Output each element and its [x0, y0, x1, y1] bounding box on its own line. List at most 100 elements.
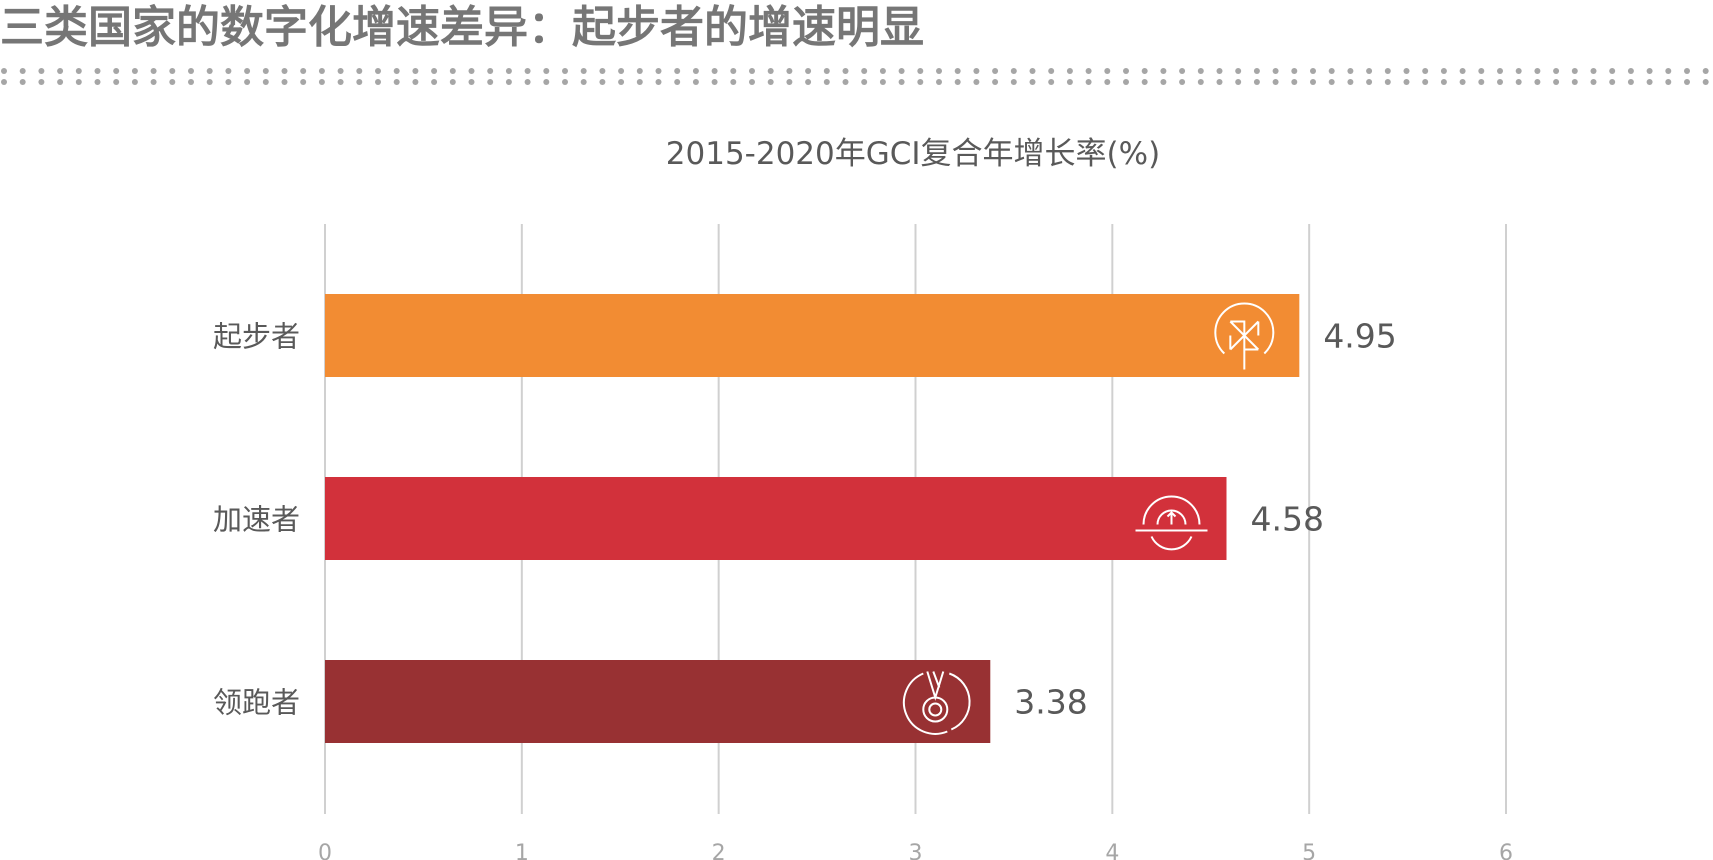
divider-dot: [954, 79, 961, 85]
divider-dot: [1665, 79, 1672, 85]
divider-dot: [580, 79, 587, 85]
divider-dot: [1085, 79, 1092, 85]
divider-dot: [1403, 79, 1410, 85]
divider-dot: [1384, 79, 1391, 85]
x-tick-label: 5: [1302, 841, 1316, 860]
divider-dot: [917, 79, 924, 85]
divider-dot: [150, 79, 157, 85]
divider-dot: [1141, 79, 1148, 85]
divider-dot: [767, 68, 774, 74]
divider-dot: [412, 79, 419, 85]
divider-dot: [1571, 68, 1578, 74]
divider-dot: [786, 79, 793, 85]
x-tick-label: 6: [1499, 841, 1513, 860]
page-title: 三类国家的数字化增速差异：起步者的增速明显: [0, 2, 924, 53]
divider-dot: [1029, 79, 1036, 85]
divider-dot: [1366, 79, 1373, 85]
divider-dot: [767, 79, 774, 85]
data-label: 4.95: [1323, 317, 1396, 356]
divider-dot: [113, 79, 120, 85]
divider-dot: [1291, 79, 1298, 85]
divider-dot: [244, 79, 251, 85]
divider-dot: [262, 68, 269, 74]
divider-dot: [468, 68, 475, 74]
divider-dot: [1571, 79, 1578, 85]
divider-dot: [1328, 68, 1335, 74]
divider-dot: [94, 68, 101, 74]
divider-dot: [1029, 68, 1036, 74]
divider-dot: [842, 68, 849, 74]
divider-dot: [1123, 79, 1129, 85]
divider-dot: [730, 68, 737, 74]
divider-dot: [1160, 79, 1167, 85]
divider-dot: [1459, 68, 1466, 74]
divider-dot: [636, 68, 643, 74]
divider-dot: [449, 68, 456, 74]
divider-dot: [674, 68, 681, 74]
divider-dot: [1684, 79, 1690, 85]
divider-dot: [19, 68, 26, 74]
divider-dot: [1347, 79, 1354, 85]
divider-dot: [244, 68, 251, 74]
divider-dot: [206, 79, 213, 85]
divider-dot: [412, 68, 419, 74]
divider-dot: [1515, 79, 1522, 85]
divider-dot: [1609, 79, 1616, 85]
divider-dot: [94, 79, 101, 85]
divider-dot: [1179, 68, 1186, 74]
category-label: 加速者: [213, 503, 300, 537]
divider-dot: [879, 68, 886, 74]
divider-dot: [1422, 79, 1429, 85]
divider-dot: [674, 79, 681, 85]
divider-dot: [431, 79, 438, 85]
divider-dot: [599, 79, 606, 85]
x-tick-label: 0: [318, 841, 332, 860]
divider-dot: [711, 68, 718, 74]
divider-dot: [973, 79, 980, 85]
divider-dot: [749, 68, 755, 74]
divider-dot: [169, 79, 176, 85]
divider-dot: [636, 79, 643, 85]
divider-dot: [936, 68, 942, 74]
divider-dot: [38, 79, 45, 85]
divider-dot: [1609, 68, 1616, 74]
chart-title: 2015-2020年GCI复合年增长率(%): [666, 136, 1160, 172]
divider-dot: [300, 79, 307, 85]
divider-dot: [337, 68, 344, 74]
x-tick-label: 1: [515, 841, 529, 860]
divider-dot: [954, 68, 961, 74]
divider-dot: [188, 79, 194, 85]
divider-dot: [805, 79, 812, 85]
divider-dot: [505, 68, 512, 74]
dotted-divider: [1, 68, 1709, 85]
divider-dot: [375, 79, 381, 85]
divider-dot: [618, 68, 625, 74]
divider-dot: [169, 68, 176, 74]
divider-dot: [1104, 79, 1111, 85]
divider-dot: [524, 79, 531, 85]
x-tick-label: 2: [712, 841, 726, 860]
divider-dot: [1366, 68, 1373, 74]
category-label: 起步者: [213, 320, 300, 354]
pinwheel-icon: [1214, 302, 1275, 370]
divider-dot: [1, 68, 7, 74]
divider-dot: [1403, 68, 1410, 74]
divider-dot: [1272, 68, 1279, 74]
divider-dot: [1048, 79, 1055, 85]
divider-dot: [1235, 79, 1242, 85]
divider-dot: [1384, 68, 1391, 74]
divider-dot: [1627, 79, 1634, 85]
divider-dot: [1310, 79, 1316, 85]
divider-dot: [1684, 68, 1690, 74]
divider-dot: [1497, 68, 1503, 74]
divider-dot: [1235, 68, 1242, 74]
divider-dot: [206, 68, 213, 74]
divider-dot: [113, 68, 120, 74]
divider-dot: [188, 68, 194, 74]
divider-dot: [1702, 79, 1709, 85]
divider-dot: [337, 79, 344, 85]
divider-dot: [1179, 79, 1186, 85]
divider-dot: [1553, 68, 1560, 74]
divider-dot: [879, 79, 886, 85]
divider-dot: [1216, 68, 1223, 74]
